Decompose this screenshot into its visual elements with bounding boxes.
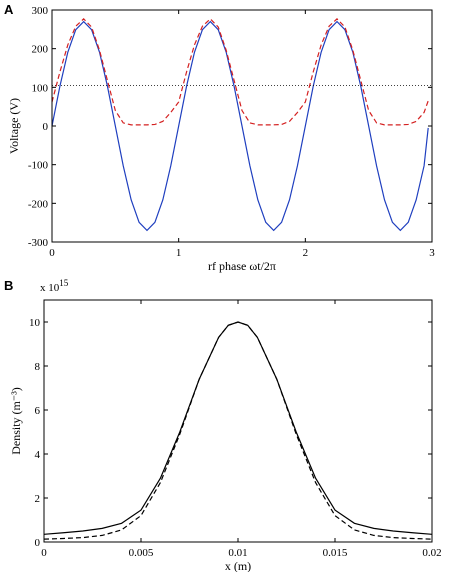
panel-a-x-tick-label: 2 [303,247,309,259]
panel-b-y-tick-label: 4 [35,449,41,461]
panel-a-y-tick-label: -100 [28,160,49,172]
panel-b-ticks: 0 0.005 0.01 0.015 0.02 0 2 4 6 8 10 [29,300,442,559]
panel-a-series-solid [51,20,429,232]
panel-b-plot-frame [43,299,433,543]
panel-b-series-dashed [43,321,433,540]
panel-b-series-solid [43,321,433,535]
panel-b-exponent-base: x 10 [40,282,60,294]
panel-b-exponent-label: x 1015 [40,278,69,294]
panel-a-x-tick-label: 3 [429,247,435,259]
panel-b-y-tick-label: 10 [29,317,41,329]
panel-b-x-tick-label: 0.015 [323,547,348,559]
panel-b-y-tick-label: 2 [35,493,41,505]
panel-a-x-tick-label: 0 [49,247,55,259]
panel-b-y-axis-label: Density (m⁻³) [9,387,23,455]
panel-a-y-tick-label: 300 [32,5,49,17]
panel-b-x-tick-label: 0 [41,547,47,559]
panel-a-series-dashed [51,18,429,126]
panel-b-x-tick-label: 0.01 [228,547,247,559]
panel-a-x-tick-label: 1 [176,247,182,259]
panel-b-exponent-power: 15 [59,278,69,288]
panel-b-x-tick-label: 0.005 [129,547,154,559]
panel-a-series-group [51,18,432,232]
panel-a-y-tick-label: -300 [28,237,49,249]
panel-a-y-axis-label: Voltage (V) [7,98,21,154]
panel-b-label: B [4,278,13,293]
panel-a-y-tick-label: 200 [32,44,49,56]
panel-a: A 0 1 2 3 -300 -200 -100 0 100 200 300 rf phase ωt… [4,2,435,273]
panel-b-y-tick-label: 8 [35,361,41,373]
panel-a-y-tick-label: 0 [43,121,49,133]
panel-a-x-axis-label: rf phase ωt/2π [208,259,276,273]
panel-a-y-tick-label: 100 [32,82,49,94]
panel-a-y-tick-label: -200 [28,198,49,210]
panel-b-y-tick-label: 6 [35,405,41,417]
panel-b-series-group [43,321,433,540]
panel-a-label: A [4,2,14,17]
panel-a-ticks: 0 1 2 3 -300 -200 -100 0 100 200 300 [28,5,435,259]
panel-b-x-axis-label: x (m) [225,559,251,572]
panel-b-x-tick-label: 0.02 [422,547,441,559]
panel-b-y-tick-label: 0 [35,537,41,549]
panel-b: B x 1015 0 0.005 0.01 0.015 0.02 0 2 4 6 8 10 x (m… [4,278,442,572]
